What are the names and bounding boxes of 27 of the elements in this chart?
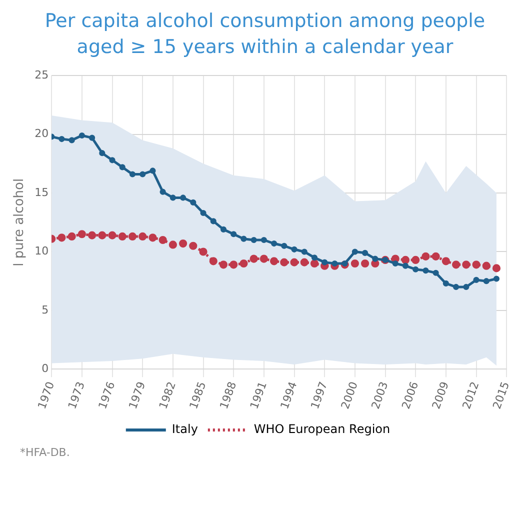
x-tick-label: 1994 bbox=[278, 380, 300, 411]
x-tick-label: 2003 bbox=[368, 380, 391, 411]
x-tick-label: 2006 bbox=[399, 380, 422, 411]
x-tick-label: 1988 bbox=[217, 380, 240, 411]
x-tick-label: 1991 bbox=[248, 380, 270, 411]
y-tick-label: 20 bbox=[34, 127, 49, 140]
legend-label: Italy bbox=[172, 422, 198, 436]
x-tick-label: 2012 bbox=[460, 380, 482, 411]
x-tick-label: 1982 bbox=[156, 380, 178, 411]
x-tick-label: 1979 bbox=[126, 380, 148, 411]
x-tick-label: 1985 bbox=[186, 380, 209, 411]
x-tick-label: 2000 bbox=[338, 380, 360, 411]
y-tick-label: 25 bbox=[34, 68, 49, 82]
y-tick-label: 5 bbox=[42, 303, 49, 316]
x-tick-label: 1997 bbox=[308, 380, 330, 411]
x-tick-label: 2015 bbox=[490, 380, 512, 411]
y-tick-label: 10 bbox=[34, 244, 49, 258]
x-tick-label: 1973 bbox=[66, 380, 88, 411]
y-tick-label: 0 bbox=[42, 362, 49, 376]
text: *HFA-DB. bbox=[19, 446, 71, 459]
x-tick-label: 1976 bbox=[96, 380, 118, 411]
legend-label: WHO European Region bbox=[254, 422, 390, 436]
chart-title: Per capita alcohol consumption among people aged ≥ 15 years within a calendar year bbox=[44, 9, 486, 60]
y-tick-label: 15 bbox=[34, 186, 49, 199]
y-axis-title: l pure alcohol bbox=[12, 178, 28, 266]
x-tick-label: 1970 bbox=[35, 380, 58, 411]
x-tick-label: 2009 bbox=[430, 380, 452, 411]
